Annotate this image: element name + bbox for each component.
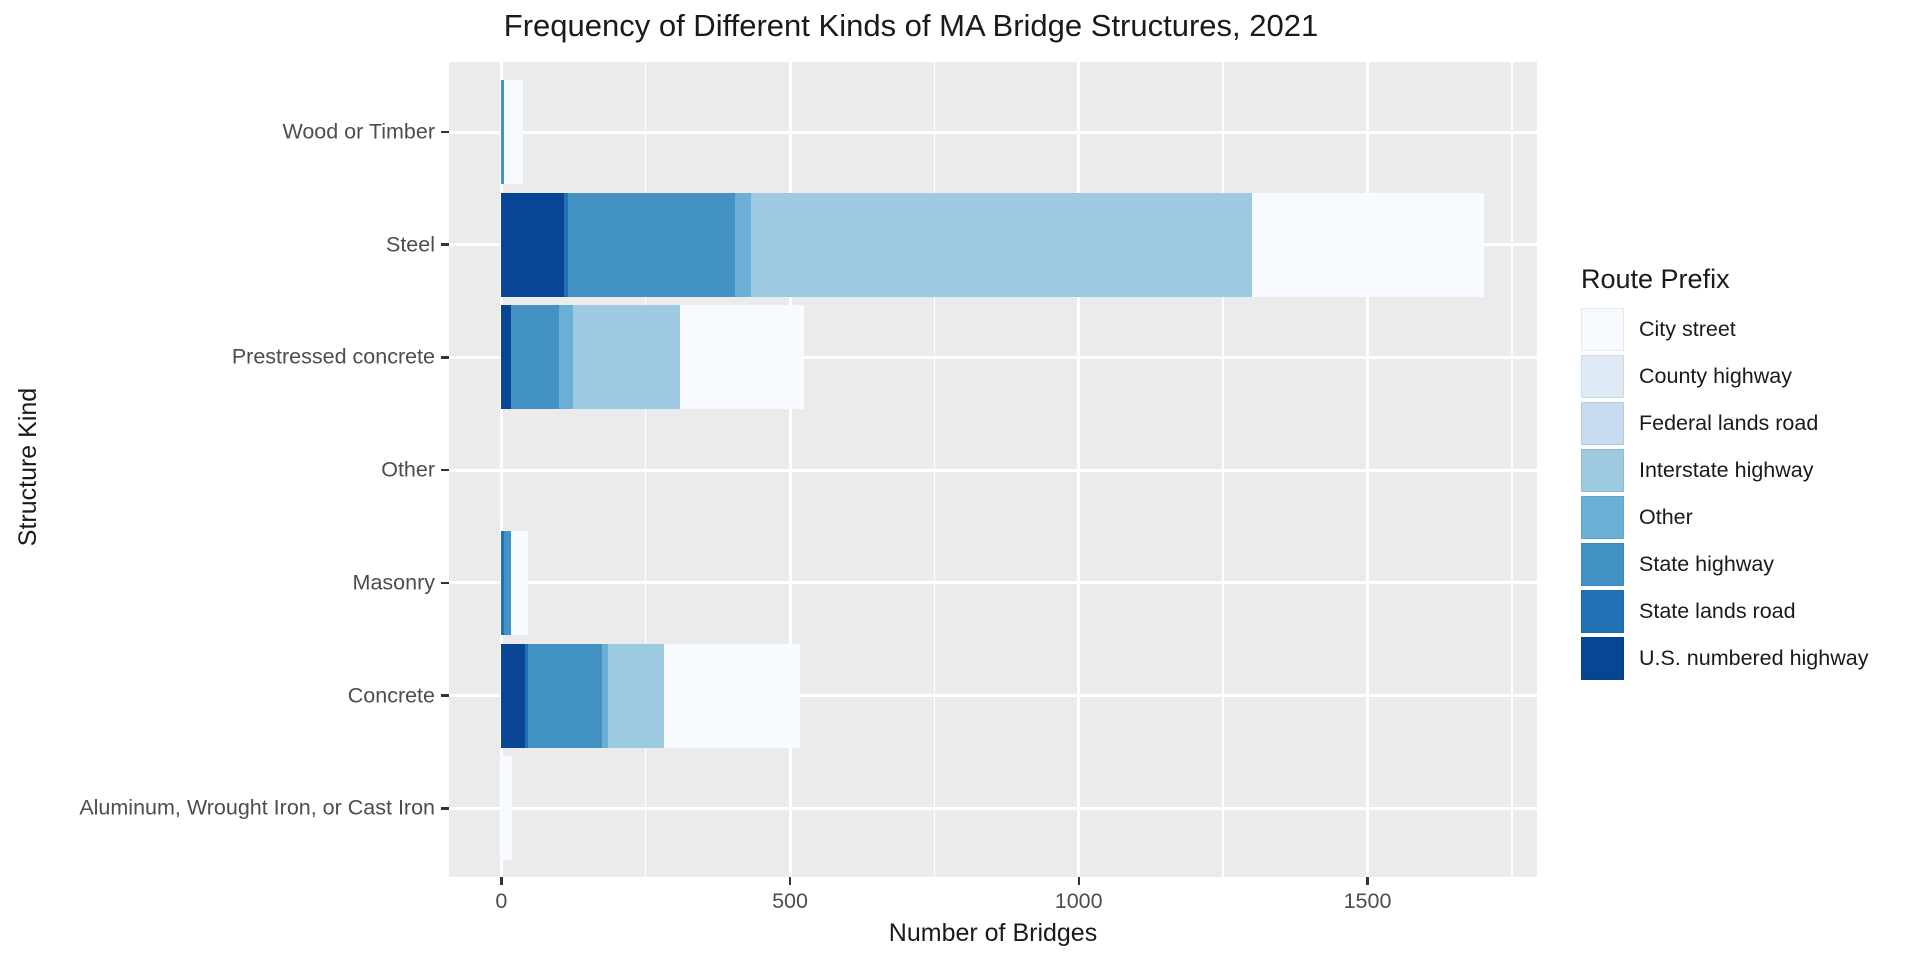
bar-segment xyxy=(679,305,804,410)
bar-row xyxy=(449,643,1537,748)
y-axis: Wood or Timber Steel Prestressed concrete O… xyxy=(0,62,449,877)
legend-item: Federal lands road xyxy=(1581,402,1868,445)
legend-swatch xyxy=(1581,543,1624,586)
legend-item: City street xyxy=(1581,308,1868,351)
legend-item-label: State lands road xyxy=(1639,599,1796,623)
bar-segment xyxy=(608,643,664,748)
legend-title: Route Prefix xyxy=(1581,264,1730,294)
bar-segment xyxy=(1251,192,1485,297)
y-tick-label: Concrete xyxy=(347,683,435,707)
legend-swatch xyxy=(1581,402,1624,445)
y-tick-label: Wood or Timber xyxy=(282,119,435,144)
y-tick-label: Prestressed concrete xyxy=(231,344,435,369)
bar-segment xyxy=(572,305,680,410)
legend-swatch xyxy=(1581,637,1624,680)
bar-segment xyxy=(501,756,513,861)
legend-item-label: State highway xyxy=(1639,552,1775,576)
chart-title: Frequency of Different Kinds of MA Bridg… xyxy=(503,8,1319,43)
y-tick xyxy=(441,807,449,810)
grid-minor-v xyxy=(1222,62,1224,877)
legend-item: County highway xyxy=(1581,355,1868,398)
legend-swatch xyxy=(1581,449,1624,492)
bar-segment xyxy=(663,643,801,748)
grid-major-h xyxy=(449,806,1537,810)
plot-panel xyxy=(449,62,1537,877)
bar-segment xyxy=(503,80,523,184)
bar-segment xyxy=(501,192,565,297)
x-axis-title: Number of Bridges xyxy=(888,919,1098,947)
legend-items: City street County highway Federal lands r… xyxy=(1581,308,1868,680)
grid-minor-v xyxy=(933,62,936,877)
x-tick xyxy=(1366,877,1369,885)
bar-row xyxy=(449,418,1537,523)
y-tick xyxy=(441,581,449,584)
y-tick xyxy=(441,694,449,697)
legend-item: Interstate highway xyxy=(1581,449,1868,492)
y-tick xyxy=(441,243,449,246)
grid-major-v xyxy=(1366,62,1369,877)
bar-segment xyxy=(504,530,512,635)
y-tick xyxy=(441,468,449,472)
bar-segment xyxy=(501,305,512,410)
bar-segment xyxy=(527,643,602,748)
bar-segment xyxy=(524,643,528,748)
bar-segment xyxy=(735,192,751,297)
y-tick-label: Masonry xyxy=(352,570,435,595)
bar-segment xyxy=(750,192,1252,297)
bar-segment xyxy=(601,643,609,748)
legend-item: Other xyxy=(1581,496,1868,539)
y-tick xyxy=(441,356,449,359)
grid-major-h xyxy=(449,130,1537,134)
legend-item-label: Interstate highway xyxy=(1639,458,1814,482)
x-axis: 0 500 1000 1500 xyxy=(449,877,1537,947)
legend-item-label: Federal lands road xyxy=(1639,411,1819,435)
bar-segment xyxy=(559,305,573,410)
y-tick-label: Other xyxy=(381,457,435,482)
grid-major-v xyxy=(788,62,792,877)
legend-item-label: U.S. numbered highway xyxy=(1639,646,1869,670)
bar-segment xyxy=(567,192,736,297)
bar-row xyxy=(449,305,1537,410)
bar-row xyxy=(449,192,1537,297)
legend-swatch xyxy=(1581,308,1624,351)
legend: Route Prefix City street County highway Fe… xyxy=(1581,264,1868,684)
bar-row xyxy=(449,756,1537,861)
x-tick-label: 1000 xyxy=(1054,889,1103,913)
legend-item: State highway xyxy=(1581,543,1868,586)
y-tick xyxy=(441,130,449,134)
grid-major-h xyxy=(449,694,1537,697)
grid-major-h xyxy=(449,355,1537,359)
bar-segment xyxy=(501,80,504,184)
legend-swatch xyxy=(1581,590,1624,633)
legend-item-label: Other xyxy=(1639,505,1693,529)
grid-major-h xyxy=(449,581,1537,585)
grid-minor-v xyxy=(644,62,647,877)
bar-segment xyxy=(501,418,503,523)
bar-row xyxy=(449,530,1537,635)
legend-item: U.S. numbered highway xyxy=(1581,637,1868,680)
x-tick xyxy=(500,877,503,885)
legend-swatch xyxy=(1581,355,1624,398)
bar-row xyxy=(449,80,1537,184)
bar-segment xyxy=(501,643,525,748)
y-tick-label: Aluminum, Wrought Iron, or Cast Iron xyxy=(79,795,435,820)
x-tick xyxy=(788,877,792,885)
x-tick xyxy=(1077,877,1080,885)
legend-item-label: County highway xyxy=(1639,364,1792,388)
x-tick-label: 0 xyxy=(495,889,508,913)
grid-major-h xyxy=(449,468,1537,472)
x-tick-label: 1500 xyxy=(1343,889,1392,913)
bar-segment xyxy=(511,530,529,635)
bar-segment xyxy=(511,305,559,410)
legend-item: State lands road xyxy=(1581,590,1868,633)
grid-major-v xyxy=(1077,62,1081,877)
bar-segment xyxy=(501,530,505,635)
legend-swatch xyxy=(1581,496,1624,539)
x-tick-label: 500 xyxy=(772,889,808,913)
y-tick-label: Steel xyxy=(385,232,435,257)
grid-minor-v xyxy=(1511,62,1513,877)
legend-item-label: City street xyxy=(1639,317,1736,341)
bar-segment xyxy=(564,192,568,297)
